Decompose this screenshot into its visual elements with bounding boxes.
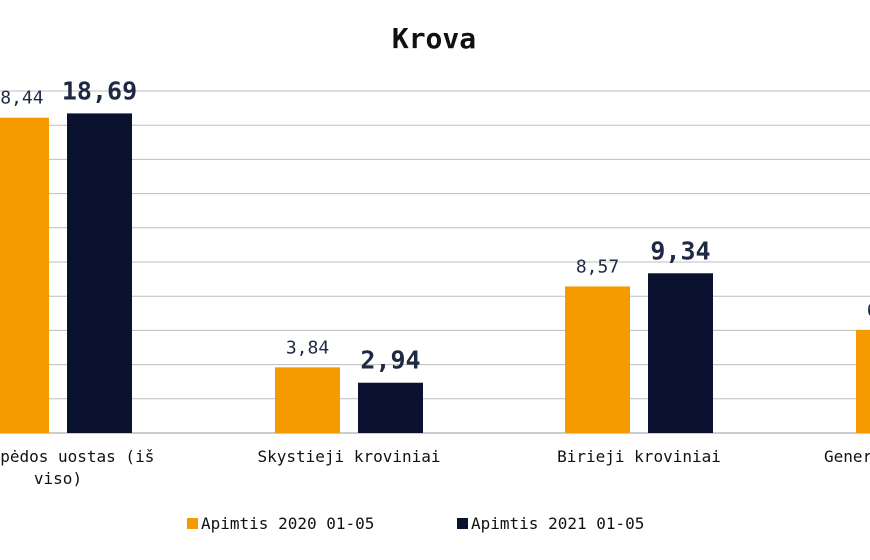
category-label: Birieji kroviniai xyxy=(557,447,721,466)
data-label: 6,03 xyxy=(867,300,870,321)
data-labels: 18,443,848,576,0318,692,949,346,41 xyxy=(0,76,870,374)
legend-swatch xyxy=(187,518,198,529)
data-label: 18,69 xyxy=(62,76,137,105)
data-label: 2,94 xyxy=(360,346,420,375)
chart-title: Krova xyxy=(392,22,476,55)
bar-2020-2 xyxy=(565,286,630,433)
legend: Apimtis 2020 01-05 Apimtis 2021 01-05 xyxy=(187,514,644,533)
legend-label: Apimtis 2020 01-05 xyxy=(201,514,374,533)
bars xyxy=(0,113,870,434)
bar-2020-0 xyxy=(0,117,49,434)
legend-swatch xyxy=(457,518,468,529)
bar-2020-1 xyxy=(275,367,340,433)
data-label: 8,57 xyxy=(576,256,619,277)
category-label: Generaliniai kroviniai xyxy=(824,447,870,466)
legend-label: Apimtis 2021 01-05 xyxy=(471,514,644,533)
category-label: Skystieji kroviniai xyxy=(257,447,440,466)
bar-2020-3 xyxy=(856,329,870,433)
bar-2021-2 xyxy=(648,273,713,433)
data-label: 9,34 xyxy=(650,236,710,265)
data-label: 18,44 xyxy=(0,88,44,109)
data-label: 3,84 xyxy=(286,337,329,358)
bar-2021-1 xyxy=(358,382,423,433)
gridlines xyxy=(0,90,870,434)
bar-2021-0 xyxy=(67,113,132,433)
